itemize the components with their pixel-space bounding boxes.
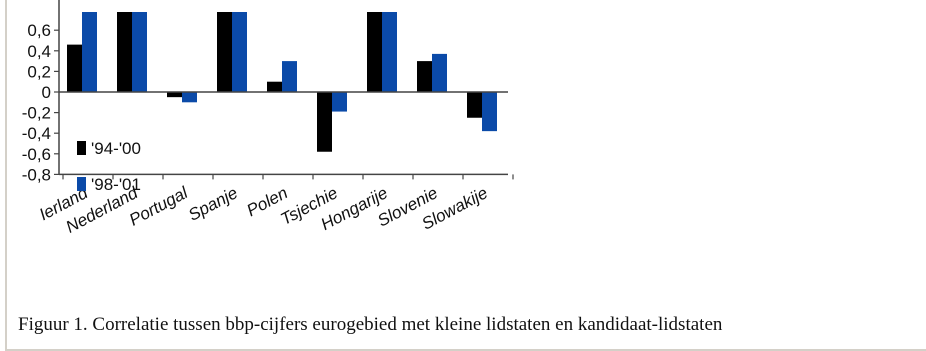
frame-left-border [5, 0, 7, 351]
legend-label-series2: '98-'01 [91, 175, 141, 194]
bar-series2-nederland [132, 12, 147, 93]
bar-series1-slowakije [467, 92, 482, 118]
correlation-bar-chart: 0,60,40,20-0,2-0,4-0,6-0,8 IerlandNederl… [22, 0, 514, 237]
bar-series1-ierland [67, 44, 82, 92]
bar-series2-ierland [82, 12, 97, 93]
bar-series2-slowakije [482, 92, 497, 132]
legend-swatch-series1 [77, 141, 86, 155]
bar-series1-polen [267, 81, 282, 92]
y-tick-label: 0,6 [27, 21, 51, 40]
bar-series2-polen [282, 61, 297, 92]
bar-series2-slovenie [432, 53, 447, 92]
bar-series1-slovenie [417, 61, 432, 92]
frame-bottom-border [5, 349, 926, 351]
y-tick-label: -0,2 [22, 104, 51, 123]
bar-series1-spanje [217, 12, 232, 93]
legend-label-series1: '94-'00 [91, 139, 141, 158]
bar-series2-spanje [232, 12, 247, 93]
y-tick-label: -0,8 [22, 165, 51, 184]
bar-series1-nederland [117, 12, 132, 93]
y-tick-label: -0,4 [22, 124, 51, 143]
y-tick-label: 0,4 [27, 42, 51, 61]
bar-series1-hongarije [367, 12, 382, 93]
legend-swatch-series2 [77, 177, 86, 191]
bar-series2-hongarije [382, 12, 397, 93]
y-tick-label: -0,6 [22, 145, 51, 164]
bar-series1-tsjechie [317, 92, 332, 152]
bar-series2-portugal [182, 92, 197, 103]
bar-series1-portugal [167, 92, 182, 98]
y-tick-label: 0,2 [27, 62, 51, 81]
y-tick-label: 0 [42, 83, 51, 102]
bar-series2-tsjechie [332, 92, 347, 112]
category-label-spanje: Spanje [185, 183, 241, 225]
figure-caption: Figuur 1. Correlatie tussen bbp-cijfers … [18, 314, 723, 335]
